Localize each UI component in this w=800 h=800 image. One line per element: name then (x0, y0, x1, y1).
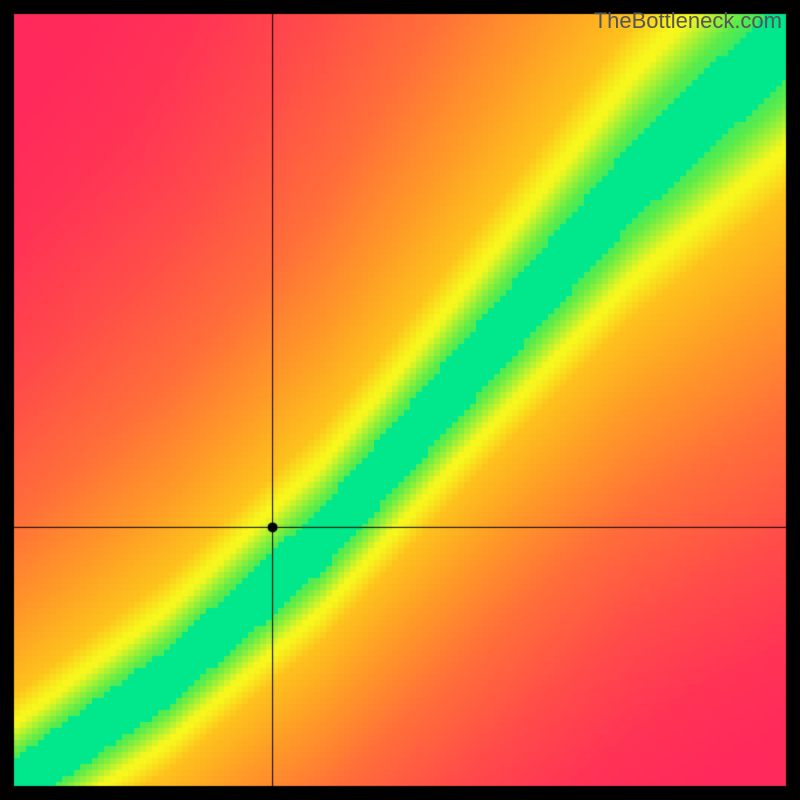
heatmap-canvas (0, 0, 800, 800)
watermark-text: TheBottleneck.com (594, 8, 782, 34)
chart-container: TheBottleneck.com (0, 0, 800, 800)
